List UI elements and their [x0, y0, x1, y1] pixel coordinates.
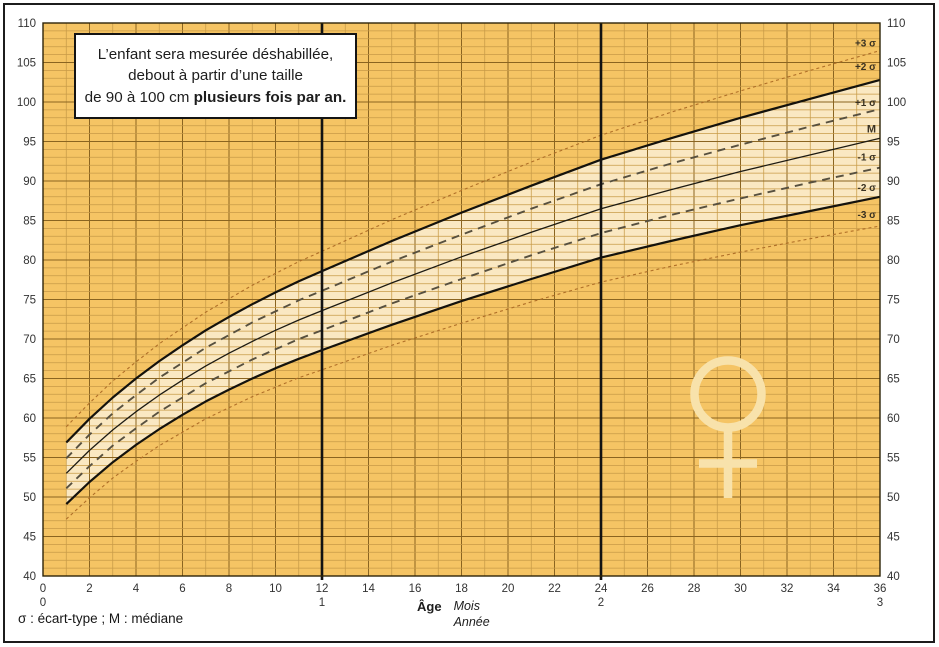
y-tick-right: 75 [887, 295, 900, 307]
x-tick-year: 3 [877, 597, 883, 609]
y-tick-right: 85 [887, 216, 900, 228]
y-tick-right: 40 [887, 571, 900, 583]
y-tick-left: 105 [17, 58, 36, 70]
y-tick-left: 100 [17, 97, 36, 109]
curve-label-minus-3-sigma: -3 σ [857, 210, 876, 221]
curve-label-minus-1-sigma: -1 σ [857, 152, 876, 163]
years-unit-label: Année [453, 614, 490, 629]
x-tick-year: 1 [319, 597, 325, 609]
x-tick-month: 6 [179, 583, 185, 595]
curve-label-minus-2-sigma: -2 σ [857, 183, 876, 194]
x-tick-month: 20 [502, 583, 515, 595]
y-tick-left: 90 [23, 176, 36, 188]
y-tick-left: 70 [23, 334, 36, 346]
normal-range-band [66, 79, 880, 505]
y-tick-left: 60 [23, 413, 36, 425]
x-tick-month: 28 [688, 583, 701, 595]
note-line-1: L’enfant sera mesurée déshabillée, [97, 45, 334, 63]
y-tick-left: 45 [23, 532, 36, 544]
sigma-legend: σ : écart-type ; M : médiane [18, 611, 184, 626]
age-label: Âge [417, 599, 442, 614]
plot-border [42, 22, 881, 577]
curve-minus-2-sigma [65, 195, 881, 505]
x-tick-month: 22 [548, 583, 561, 595]
x-tick-month: 10 [269, 583, 282, 595]
y-tick-right: 110 [887, 18, 905, 30]
curve-label-plus-3-sigma: +3 σ [855, 39, 876, 50]
months-unit-label: Mois [453, 599, 480, 613]
y-tick-right: 65 [887, 374, 900, 386]
y-tick-left: 55 [23, 453, 36, 465]
y-tick-right: 50 [887, 492, 900, 504]
y-tick-left: 65 [23, 374, 36, 386]
x-axis-title: Âge Mois Année [417, 599, 490, 630]
x-tick-year: 0 [40, 597, 46, 609]
x-tick-month: 18 [455, 583, 468, 595]
x-tick-month: 24 [595, 583, 608, 595]
x-tick-month: 36 [874, 583, 887, 595]
curve-minus-3-sigma [65, 225, 881, 520]
age-units: Mois Année [454, 599, 490, 630]
y-tick-left: 50 [23, 492, 36, 504]
y-tick-right: 60 [887, 413, 900, 425]
note-line-3: de 90 à 100 cm plusieurs fois par an. [84, 88, 347, 106]
x-tick-month: 0 [40, 583, 46, 595]
x-tick-month: 30 [734, 583, 747, 595]
y-tick-right: 90 [887, 176, 900, 188]
measurement-note: L’enfant sera mesurée déshabillée, debou… [74, 33, 357, 119]
y-tick-left: 110 [18, 18, 36, 30]
curve-label-plus-2-sigma: +2 σ [855, 62, 876, 73]
curve-plus-1-sigma [65, 108, 881, 459]
x-tick-month: 14 [362, 583, 375, 595]
y-tick-left: 75 [23, 295, 36, 307]
x-tick-month: 8 [226, 583, 232, 595]
y-tick-left: 40 [23, 571, 36, 583]
curve-plus-2-sigma [65, 78, 881, 444]
y-tick-right: 105 [887, 58, 906, 70]
curve-minus-1-sigma [65, 166, 881, 489]
curve-label-plus-1-sigma: +1 σ [855, 98, 876, 109]
y-tick-right: 95 [887, 137, 900, 149]
y-tick-right: 70 [887, 334, 900, 346]
x-tick-month: 26 [641, 583, 654, 595]
y-tick-right: 45 [887, 532, 900, 544]
curve-median [65, 137, 881, 474]
y-tick-right: 100 [887, 97, 906, 109]
y-tick-left: 85 [23, 216, 36, 228]
x-tick-month: 32 [781, 583, 794, 595]
y-tick-right: 80 [887, 255, 900, 267]
x-tick-month: 34 [827, 583, 840, 595]
female-symbol-icon [690, 356, 766, 498]
y-tick-left: 95 [23, 137, 36, 149]
x-tick-month: 12 [316, 583, 329, 595]
x-tick-month: 2 [86, 583, 92, 595]
y-tick-right: 55 [887, 453, 900, 465]
curve-label-median: M [867, 124, 876, 136]
x-tick-month: 16 [409, 583, 422, 595]
note-line-2: debout à partir d’une taille [128, 67, 303, 85]
x-tick-month: 4 [133, 583, 140, 595]
x-tick-year: 2 [598, 597, 604, 609]
y-tick-left: 80 [23, 255, 36, 267]
